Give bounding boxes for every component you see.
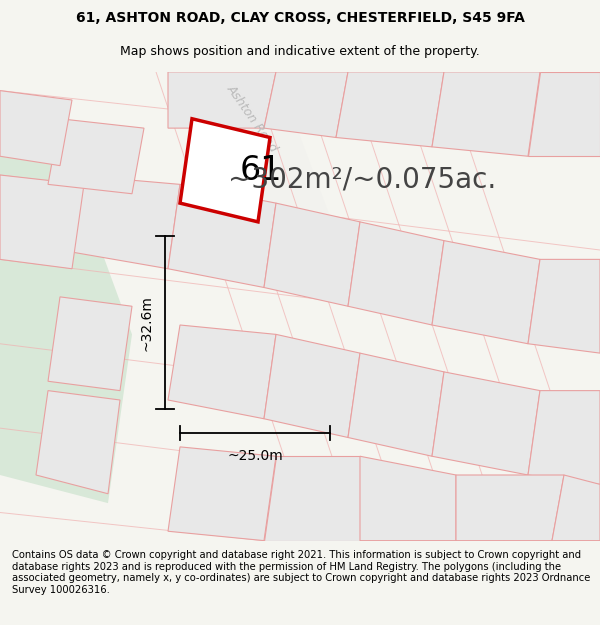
Text: Map shows position and indicative extent of the property.: Map shows position and indicative extent… bbox=[120, 44, 480, 58]
Polygon shape bbox=[48, 119, 144, 194]
Polygon shape bbox=[168, 325, 276, 419]
Polygon shape bbox=[216, 72, 360, 297]
Text: 61, ASHTON ROAD, CLAY CROSS, CHESTERFIELD, S45 9FA: 61, ASHTON ROAD, CLAY CROSS, CHESTERFIEL… bbox=[76, 11, 524, 25]
Polygon shape bbox=[264, 334, 360, 437]
Polygon shape bbox=[348, 222, 444, 325]
Polygon shape bbox=[336, 72, 444, 147]
Text: ~302m²/~0.075ac.: ~302m²/~0.075ac. bbox=[228, 166, 496, 194]
Polygon shape bbox=[528, 391, 600, 484]
Polygon shape bbox=[180, 119, 270, 222]
Polygon shape bbox=[528, 72, 600, 156]
Text: Ashton Road: Ashton Road bbox=[224, 82, 280, 155]
Polygon shape bbox=[348, 353, 444, 456]
Polygon shape bbox=[528, 259, 600, 353]
Polygon shape bbox=[264, 203, 360, 306]
Polygon shape bbox=[432, 72, 540, 156]
Polygon shape bbox=[0, 91, 72, 166]
Text: ~32.6m: ~32.6m bbox=[139, 295, 153, 351]
Polygon shape bbox=[0, 175, 84, 269]
Polygon shape bbox=[168, 447, 276, 541]
Polygon shape bbox=[264, 456, 360, 541]
Polygon shape bbox=[0, 119, 132, 503]
Polygon shape bbox=[432, 372, 540, 475]
Text: ~25.0m: ~25.0m bbox=[227, 449, 283, 463]
Text: Contains OS data © Crown copyright and database right 2021. This information is : Contains OS data © Crown copyright and d… bbox=[12, 550, 590, 595]
Polygon shape bbox=[36, 391, 120, 494]
Polygon shape bbox=[432, 241, 540, 344]
Polygon shape bbox=[48, 297, 132, 391]
Polygon shape bbox=[456, 475, 564, 541]
Polygon shape bbox=[264, 72, 348, 138]
Polygon shape bbox=[168, 184, 276, 288]
Polygon shape bbox=[552, 475, 600, 541]
Text: 61: 61 bbox=[240, 154, 282, 187]
Polygon shape bbox=[360, 456, 456, 541]
Polygon shape bbox=[168, 72, 276, 128]
Polygon shape bbox=[60, 175, 180, 269]
